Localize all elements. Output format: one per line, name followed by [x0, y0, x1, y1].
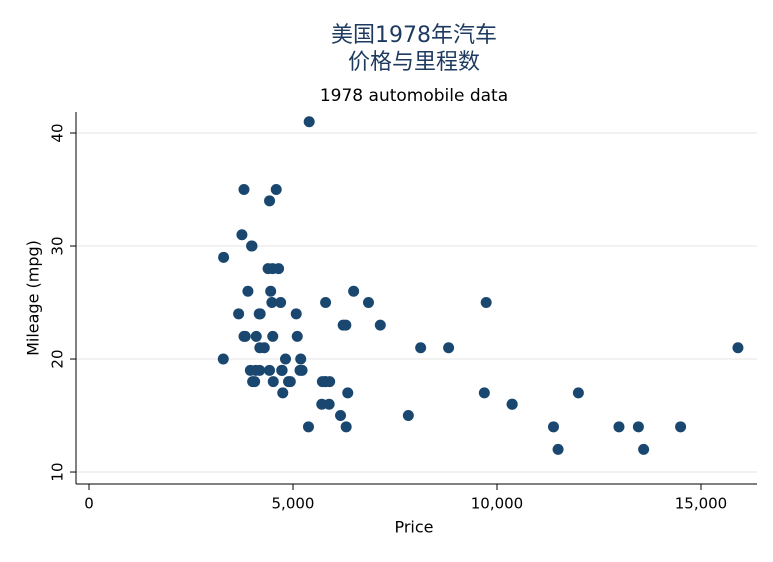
point: [276, 364, 288, 376]
point: [552, 443, 564, 455]
point: [335, 410, 347, 422]
point: [249, 376, 261, 388]
point: [348, 285, 360, 297]
point: [238, 184, 250, 196]
point: [244, 364, 256, 376]
point: [337, 319, 349, 331]
point: [279, 353, 291, 365]
point: [233, 308, 245, 320]
point: [254, 364, 266, 376]
point: [613, 421, 625, 433]
point: [323, 398, 335, 410]
point: [267, 330, 279, 342]
point: [415, 342, 427, 354]
point: [374, 319, 386, 331]
point: [267, 376, 279, 388]
point: [402, 410, 414, 422]
point: [638, 443, 650, 455]
point: [572, 387, 584, 399]
point: [250, 330, 262, 342]
y-tick-label: 30: [49, 236, 67, 255]
point: [291, 330, 303, 342]
point: [236, 229, 248, 241]
point: [340, 421, 352, 433]
point: [284, 376, 296, 388]
point: [675, 421, 687, 433]
point: [275, 297, 287, 309]
y-axis-title: Mileage (mpg): [24, 240, 43, 356]
x-axis-title: Price: [394, 518, 433, 537]
point: [264, 364, 276, 376]
point: [217, 353, 229, 365]
x-tick-label: 15,000: [675, 495, 728, 513]
point: [296, 364, 308, 376]
point: [266, 297, 278, 309]
point: [239, 330, 251, 342]
point: [295, 353, 307, 365]
point: [632, 421, 644, 433]
point: [277, 387, 289, 399]
y-tick-label: 10: [49, 462, 67, 481]
point: [267, 263, 279, 275]
point: [547, 421, 559, 433]
point: [303, 116, 315, 128]
point: [270, 184, 282, 196]
chart-title-line: 美国1978年汽车: [331, 23, 497, 48]
chart-title-line: 价格与里程数: [348, 50, 480, 75]
point: [302, 421, 314, 433]
y-tick-label: 20: [49, 349, 67, 368]
point: [258, 342, 270, 354]
chart-subtitle: 1978 automobile data: [320, 86, 508, 106]
x-tick-label: 5,000: [272, 495, 315, 513]
point: [506, 398, 518, 410]
point: [362, 297, 374, 309]
point: [480, 297, 492, 309]
point: [264, 195, 276, 207]
point: [316, 376, 328, 388]
point: [253, 308, 265, 320]
x-tick-label: 10,000: [471, 495, 524, 513]
point: [478, 387, 490, 399]
point: [342, 387, 354, 399]
point: [242, 285, 254, 297]
point: [320, 297, 332, 309]
point: [246, 240, 258, 252]
x-tick-label: 0: [84, 495, 94, 513]
point: [443, 342, 455, 354]
y-tick-label: 40: [49, 123, 67, 142]
point: [218, 251, 230, 263]
point: [290, 308, 302, 320]
point: [265, 285, 277, 297]
point: [732, 342, 744, 354]
